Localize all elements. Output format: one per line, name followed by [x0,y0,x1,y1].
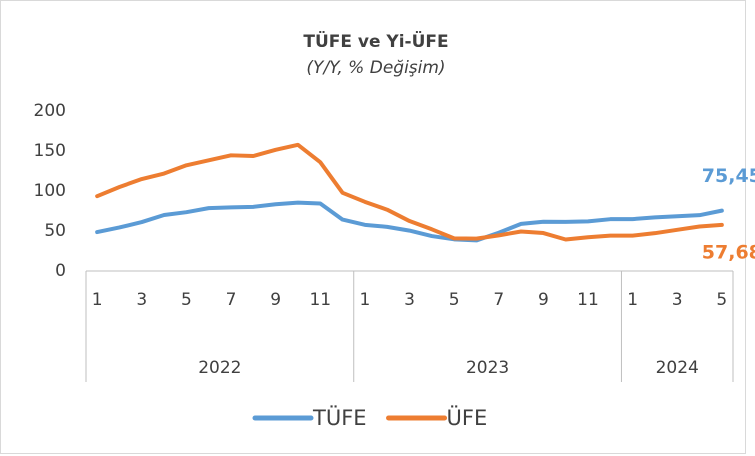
group-label: 2024 [656,358,699,378]
data-label: 75,45 [702,165,755,187]
legend-label: TÜFE [312,405,367,430]
chart-title: TÜFE ve Yi-ÜFE [303,30,448,52]
x-tick-label: 7 [493,290,504,310]
x-tick-label: 3 [136,290,147,310]
x-tick-label: 5 [181,290,192,310]
y-tick-label: 0 [55,261,66,281]
legend-label: ÜFE [447,405,488,430]
x-tick-label: 11 [577,290,599,310]
line [95,142,724,242]
x-tick-label: 11 [309,290,331,310]
y-tick-label: 50 [44,221,66,241]
x-tick-label: 5 [449,290,460,310]
group-label: 2023 [466,358,509,378]
group-label: 2022 [198,358,241,378]
x-tick-label: 3 [404,290,415,310]
x-tick-label: 5 [716,290,727,310]
x-tick-label: 9 [538,290,549,310]
x-tick-label: 9 [270,290,281,310]
y-tick-label: 100 [34,181,66,201]
x-tick-label: 1 [92,290,103,310]
x-tick-label: 3 [672,290,683,310]
data-label: 57,68 [702,241,755,263]
line [95,200,724,243]
x-tick-label: 1 [359,290,370,310]
x-tick-label: 7 [226,290,237,310]
x-tick-label: 1 [627,290,638,310]
chart-subtitle: (Y/Y, % Değişim) [306,58,445,78]
y-tick-label: 150 [34,141,66,161]
y-tick-label: 200 [34,101,66,121]
